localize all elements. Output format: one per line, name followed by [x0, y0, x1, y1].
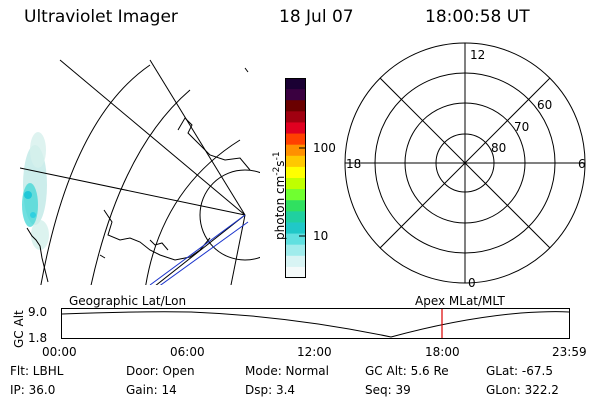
polar-label-6: 6 — [578, 157, 586, 171]
date-label: 18 Jul 07 — [279, 7, 354, 27]
polar-label-0: 0 — [468, 276, 476, 290]
colorbar-segment — [285, 111, 306, 123]
status-glat: GLat: -67.5 — [486, 364, 553, 378]
polar-label-12: 12 — [470, 48, 486, 62]
status-seq: Seq: 39 — [365, 383, 411, 397]
timeline-left-caption: Geographic Lat/Lon — [69, 294, 187, 308]
colorbar-segment — [285, 244, 306, 257]
status-mode: Mode: Normal — [245, 364, 329, 378]
ring-label-60: 60 — [537, 98, 553, 112]
ring-label-70: 70 — [514, 120, 530, 134]
timeline-right-caption: Apex MLat/MLT — [415, 294, 505, 308]
aurora-emission — [22, 132, 49, 250]
x-tick-1800: 18:00 — [425, 345, 460, 359]
colorbar-segment — [285, 211, 306, 223]
colorbar-segment — [285, 133, 306, 146]
x-tick-2359: 23:59 — [552, 345, 587, 359]
x-tick-0600: 06:00 — [170, 345, 205, 359]
status-filter: Flt: LBHL — [10, 364, 64, 378]
colorbar-segment — [285, 155, 306, 168]
time-label: 18:00:58 UT — [425, 7, 530, 27]
intensity-colorbar — [285, 78, 306, 279]
polar-label-18: 18 — [346, 157, 362, 171]
colorbar-segment — [285, 266, 306, 279]
status-gain: Gain: 14 — [126, 383, 177, 397]
colorbar-segment — [285, 89, 306, 101]
x-tick-1200: 12:00 — [297, 345, 332, 359]
colorbar-segment — [285, 233, 306, 246]
status-door: Door: Open — [126, 364, 195, 378]
colorbar-segment — [285, 166, 306, 179]
timeline-y-top: 9.0 — [28, 305, 48, 319]
colorbar-segment — [285, 255, 306, 268]
colorbar-segment — [285, 189, 306, 201]
colorbar-tick-100: 100 — [313, 141, 336, 155]
colorbar-unit-label: photon cm-2s-1 — [272, 151, 287, 240]
colorbar-tick-10: 10 — [313, 229, 329, 243]
status-ip: IP: 36.0 — [10, 383, 56, 397]
colorbar-segment — [285, 178, 306, 190]
timeline-y-label: GC Alt — [12, 310, 26, 348]
status-gc-alt: GC Alt: 5.6 Re — [365, 364, 449, 378]
colorbar-segment — [285, 100, 306, 112]
colorbar-segment — [285, 222, 306, 235]
colorbar-segment — [285, 122, 306, 135]
instrument-title: Ultraviolet Imager — [24, 7, 178, 27]
ring-label-80: 80 — [491, 141, 507, 155]
status-glon: GLon: 322.2 — [486, 383, 559, 397]
colorbar-segment — [285, 78, 306, 90]
x-tick-0000: 00:00 — [42, 345, 77, 359]
timeline-y-bottom: 1.8 — [28, 331, 48, 345]
colorbar-segment — [285, 200, 306, 212]
polar-mlt-plot — [344, 42, 586, 284]
altitude-timeline — [61, 308, 570, 339]
status-dsp: Dsp: 3.4 — [245, 383, 296, 397]
colorbar-segment — [285, 144, 306, 157]
